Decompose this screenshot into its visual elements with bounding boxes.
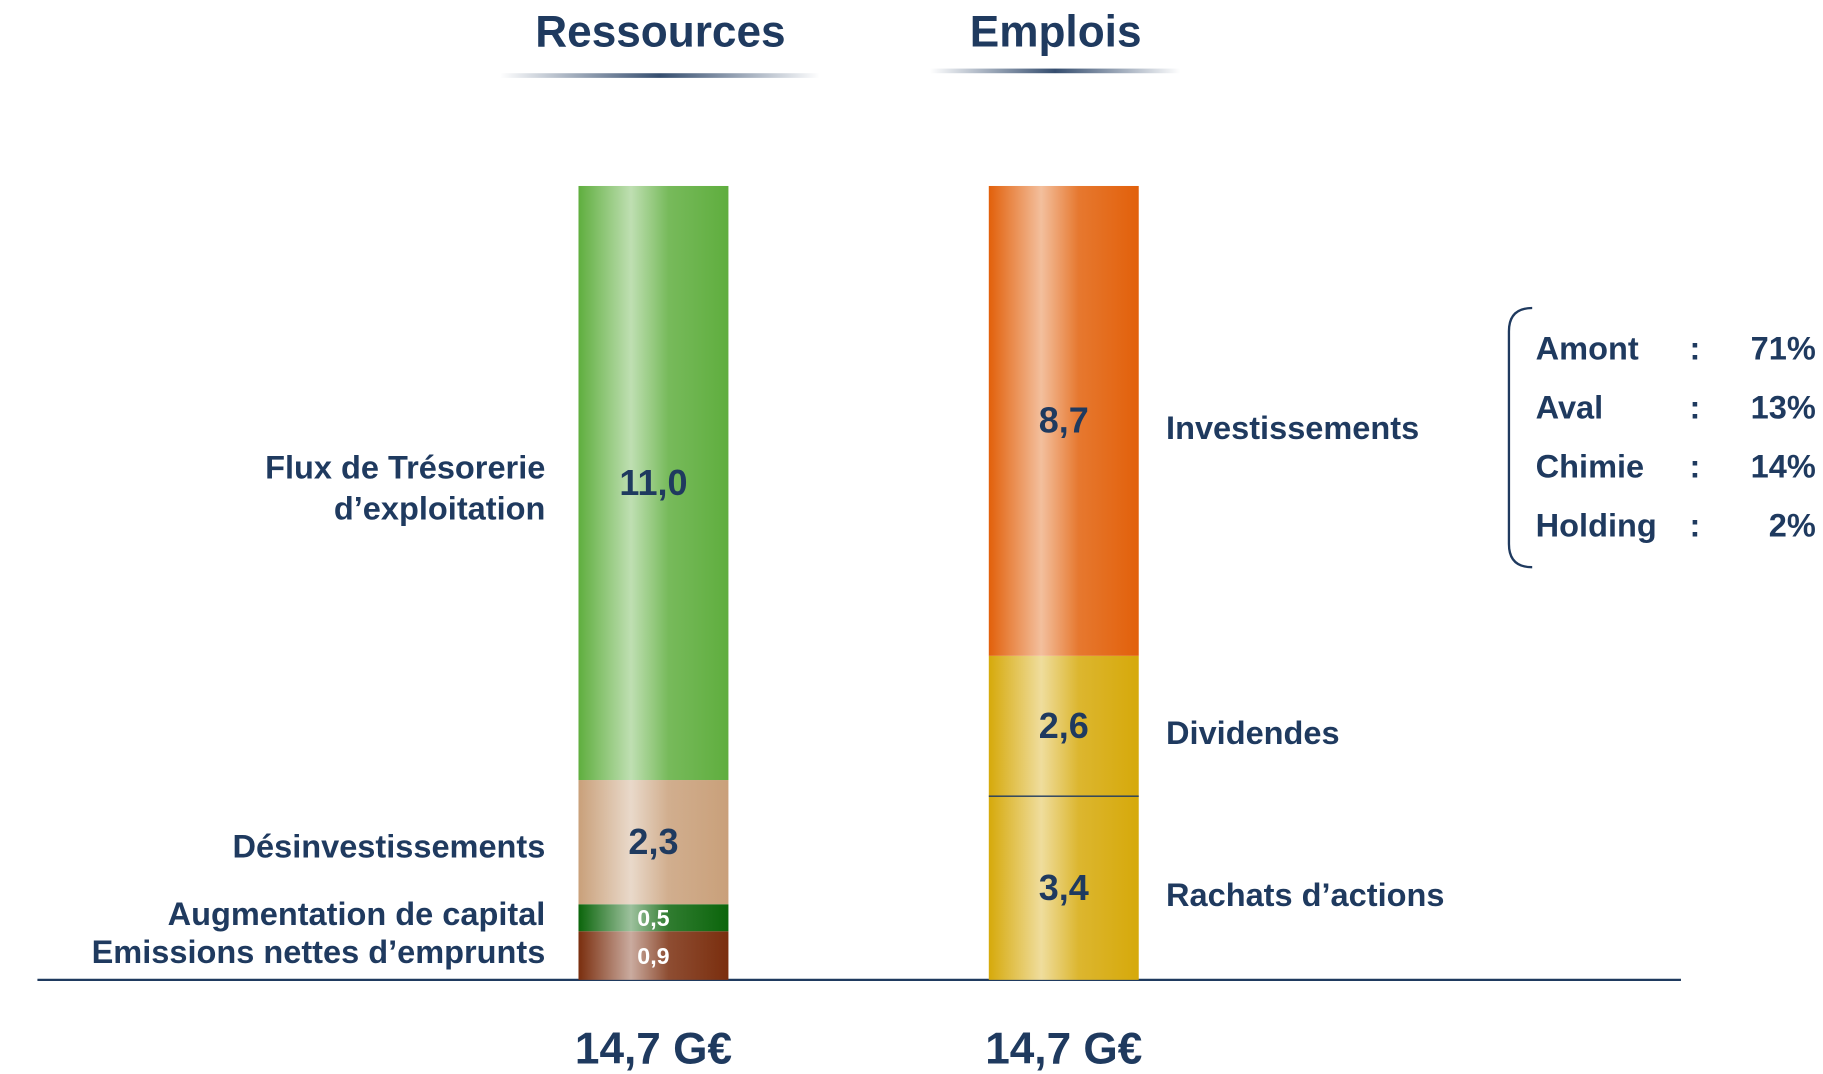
bar-segment [988, 655, 1139, 797]
breakdown-value: 13% [1751, 390, 1816, 426]
value-label: 2,3 [628, 821, 678, 862]
segment-name: Emissions nettes d’emprunts [92, 934, 546, 970]
segment-name: Investissements [1166, 410, 1419, 446]
value-label: 0,9 [637, 943, 669, 969]
bar-segment [988, 796, 1139, 980]
breakdown-name: Holding [1536, 507, 1657, 543]
breakdown-name: Aval [1536, 390, 1604, 426]
breakdown-name: Chimie [1536, 448, 1644, 484]
title-underline [930, 68, 1180, 74]
value-label: 11,0 [619, 462, 687, 503]
breakdown-separator: : [1689, 507, 1700, 543]
column-title: Ressources [535, 8, 785, 57]
value-label: 0,5 [637, 905, 669, 931]
breakdown-value: 14% [1751, 448, 1816, 484]
value-label: 8,7 [1039, 400, 1089, 441]
breakdown-separator: : [1689, 448, 1700, 484]
bar-segment [578, 931, 729, 980]
bracket [1507, 306, 1533, 569]
segment-name: Rachats d’actions [1166, 877, 1444, 913]
column-title: Emplois [970, 8, 1142, 57]
total-label: 14,7 G€ [575, 1025, 732, 1074]
title-underline [500, 73, 820, 78]
bar-segment [988, 185, 1139, 656]
segment-name: Désinvestissements [233, 829, 546, 865]
bar-segment [578, 904, 729, 932]
breakdown-value: 2% [1769, 507, 1816, 543]
segment-name: Dividendes [1166, 715, 1340, 751]
breakdown-value: 71% [1751, 331, 1816, 367]
breakdown-separator: : [1689, 331, 1700, 367]
value-label: 2,6 [1039, 705, 1089, 746]
breakdown-name: Amont [1536, 331, 1639, 367]
value-label: 3,4 [1039, 867, 1089, 908]
breakdown-separator: : [1689, 390, 1700, 426]
bar-segment [578, 780, 729, 905]
segment-name: Augmentation de capital [168, 896, 546, 932]
segment-name: Flux de Trésorerie d’exploitation [265, 449, 545, 526]
bar-segment [578, 185, 729, 781]
total-label: 14,7 G€ [985, 1025, 1142, 1074]
